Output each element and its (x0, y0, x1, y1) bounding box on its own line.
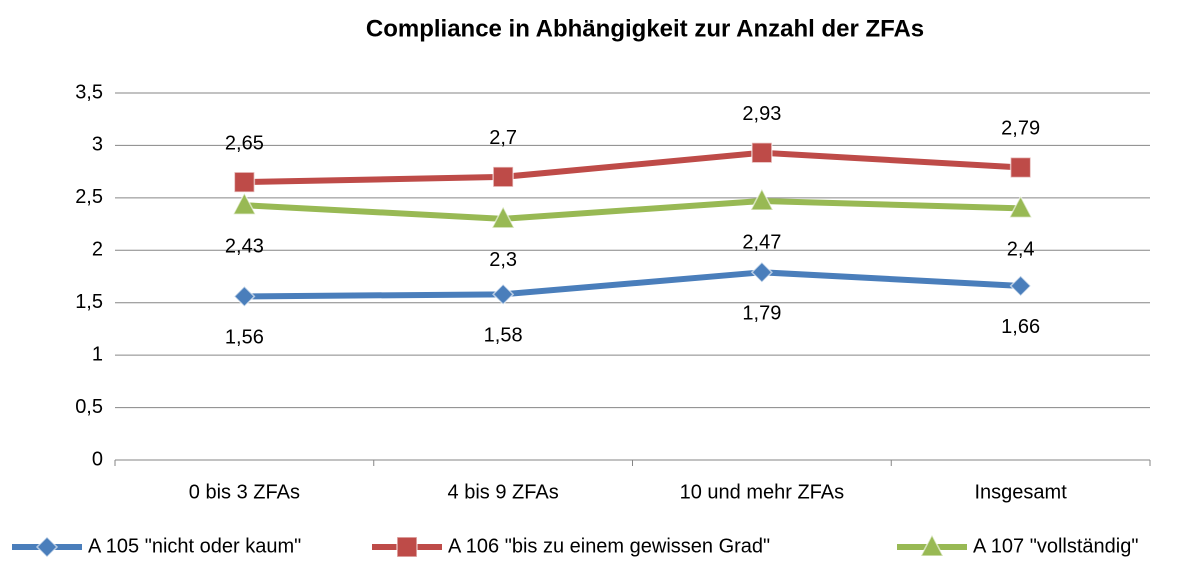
data-label: 2,7 (489, 127, 517, 149)
marker (490, 205, 516, 229)
y-tick-label: 0,5 (75, 396, 103, 418)
x-tick-label: Insgesamt (974, 481, 1067, 503)
data-label: 2,47 (742, 231, 781, 253)
data-label: 1,56 (225, 327, 264, 349)
marker (1009, 274, 1032, 297)
marker (396, 536, 418, 558)
marker (750, 261, 773, 284)
y-tick-label: 2,5 (75, 186, 103, 208)
chart-title: Compliance in Abhängigkeit zur Anzahl de… (366, 15, 924, 42)
legend-label: A 107 "vollständig" (973, 535, 1138, 557)
y-tick-label: 3 (92, 134, 103, 156)
data-label: 2,65 (225, 132, 264, 154)
y-tick-label: 2 (92, 239, 103, 261)
marker (919, 533, 945, 557)
y-tick-label: 0 (92, 448, 103, 470)
series-line (244, 149, 1021, 186)
marker (1008, 194, 1033, 219)
series-line (244, 269, 1021, 300)
data-label: 1,58 (484, 325, 523, 347)
legend-label: A 106 "bis zu einem gewissen Grad" (448, 535, 770, 557)
marker (492, 166, 514, 188)
y-tick-label: 1,5 (75, 291, 103, 313)
data-label: 2,43 (225, 235, 264, 257)
x-tick-label: 10 und mehr ZFAs (680, 481, 845, 503)
y-tick-label: 1 (92, 343, 103, 365)
marker (232, 191, 257, 215)
marker (1009, 156, 1032, 179)
data-label: 2,79 (1001, 118, 1040, 140)
data-label: 1,79 (742, 303, 781, 325)
marker (233, 171, 256, 193)
data-label: 2,3 (489, 249, 517, 271)
data-label: 2,93 (742, 103, 781, 125)
legend-label: A 105 "nicht oder kaum" (88, 535, 301, 557)
marker (751, 142, 773, 164)
data-label: 2,4 (1007, 239, 1035, 261)
marker (35, 535, 59, 559)
series-line (244, 198, 1021, 222)
marker (233, 285, 256, 308)
marker (749, 187, 775, 211)
data-label: 1,66 (1001, 316, 1040, 338)
x-tick-label: 4 bis 9 ZFAs (448, 481, 559, 503)
x-tick-label: 0 bis 3 ZFAs (189, 481, 300, 503)
y-tick-label: 3,5 (75, 81, 103, 103)
marker (492, 283, 515, 306)
